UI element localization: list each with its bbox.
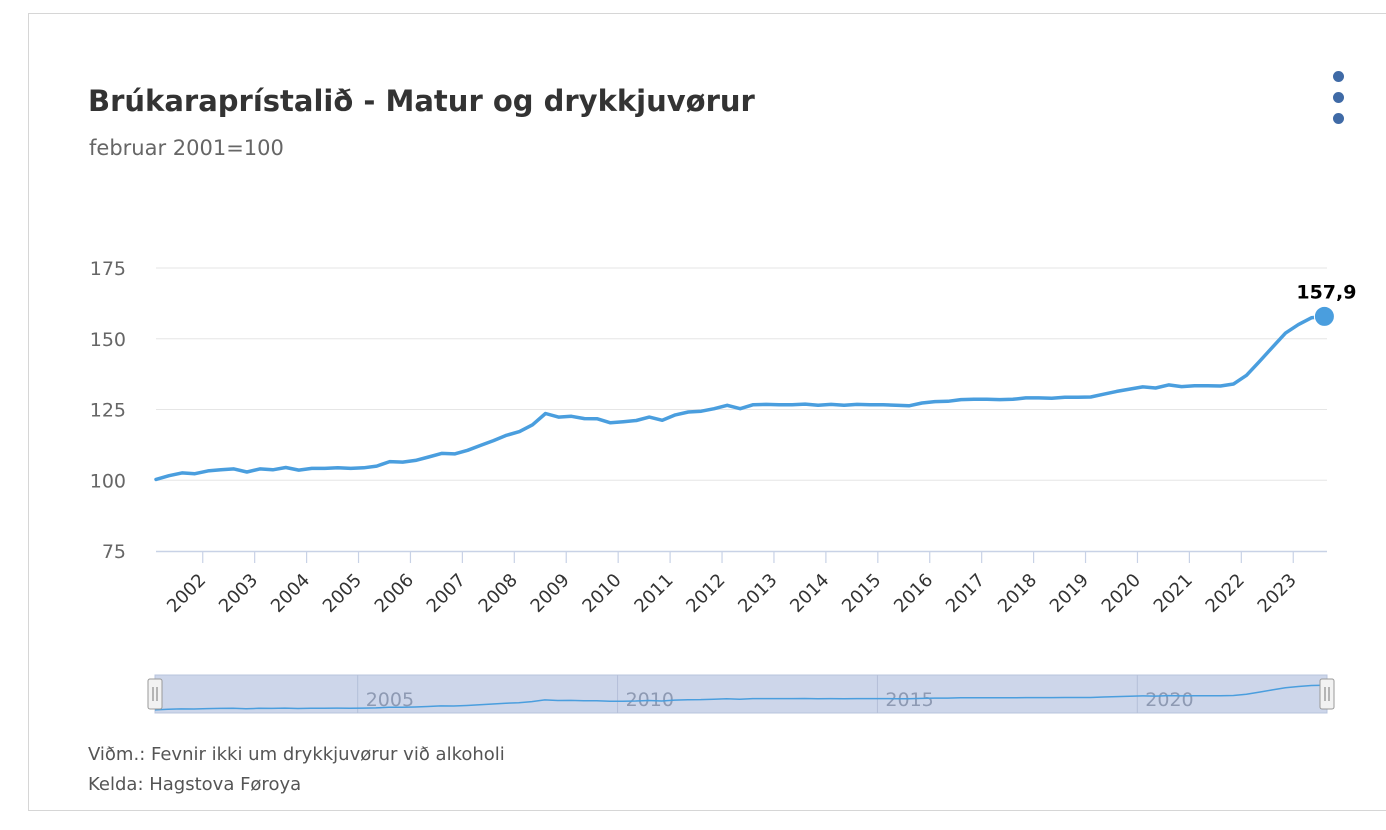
navigator: 2005 2010 2015 2020	[147, 674, 1335, 714]
y-tick-label: 175	[90, 258, 126, 280]
x-tick-label: 2021	[1150, 570, 1197, 617]
grid-lines	[156, 267, 1327, 481]
x-tick-label: 2010	[578, 570, 625, 617]
handle-body	[1319, 678, 1335, 710]
y-tick-label: 100	[90, 470, 126, 492]
x-tick-label: 2022	[1202, 570, 1249, 617]
y-tick-label: 150	[90, 329, 126, 351]
x-tick-label: 2007	[423, 570, 470, 617]
x-tick-label: 2003	[215, 570, 262, 617]
x-tick-label: 2017	[942, 570, 989, 617]
y-axis: 75 100 125 150 175	[90, 258, 126, 563]
handle-body	[147, 678, 163, 710]
navigator-label: 2015	[885, 689, 933, 711]
navigator-label: 2020	[1145, 689, 1193, 711]
x-axis: 2002 2003 2004 2005 2006 2007 2008 2009 2010 2011…	[156, 550, 1327, 617]
navigator-right-handle[interactable]	[1319, 678, 1335, 710]
data-label: 157,9	[1296, 281, 1356, 303]
x-tick-label: 2018	[994, 570, 1041, 617]
x-tick-label: 2016	[890, 570, 937, 617]
chart-source: Kelda: Hagstova Føroya	[88, 774, 302, 795]
x-tick-label: 2005	[319, 570, 366, 617]
x-tick-label: 2023	[1254, 570, 1301, 617]
navigator-left-handle[interactable]	[147, 678, 163, 710]
chart-title: Brúkaraprístalið - Matur og drykkjuvørur	[88, 84, 755, 118]
chart-footnote: Viðm.: Fevnir ikki um drykkjuvørur við a…	[88, 744, 505, 765]
chart-menu-button[interactable]	[1324, 68, 1354, 130]
navigator-series	[154, 684, 1325, 711]
x-tick-label: 2019	[1046, 570, 1093, 617]
menu-dot-icon	[1333, 113, 1344, 124]
series-line	[154, 314, 1327, 482]
navigator-label: 2005	[366, 689, 414, 711]
x-tick-label: 2015	[838, 570, 885, 617]
x-tick-label: 2011	[630, 570, 677, 617]
menu-dot-icon	[1333, 71, 1344, 82]
menu-dot-icon	[1333, 92, 1344, 103]
last-point-marker	[1313, 305, 1335, 327]
x-tick-label: 2008	[475, 570, 522, 617]
x-tick-label: 2012	[682, 570, 729, 617]
y-tick-label: 125	[90, 400, 126, 422]
x-tick-label: 2002	[163, 570, 210, 617]
x-tick-label: 2004	[267, 570, 314, 617]
x-tick-label: 2009	[527, 570, 574, 617]
x-tick-label: 2013	[734, 570, 781, 617]
chart-subtitle: februar 2001=100	[89, 136, 284, 160]
navigator-mask	[154, 674, 1328, 714]
x-tick-label: 2014	[786, 570, 833, 617]
x-tick-label: 2006	[371, 570, 418, 617]
y-tick-label: 75	[102, 541, 126, 563]
x-tick-label: 2020	[1098, 570, 1145, 617]
series: 157,9	[154, 281, 1356, 482]
